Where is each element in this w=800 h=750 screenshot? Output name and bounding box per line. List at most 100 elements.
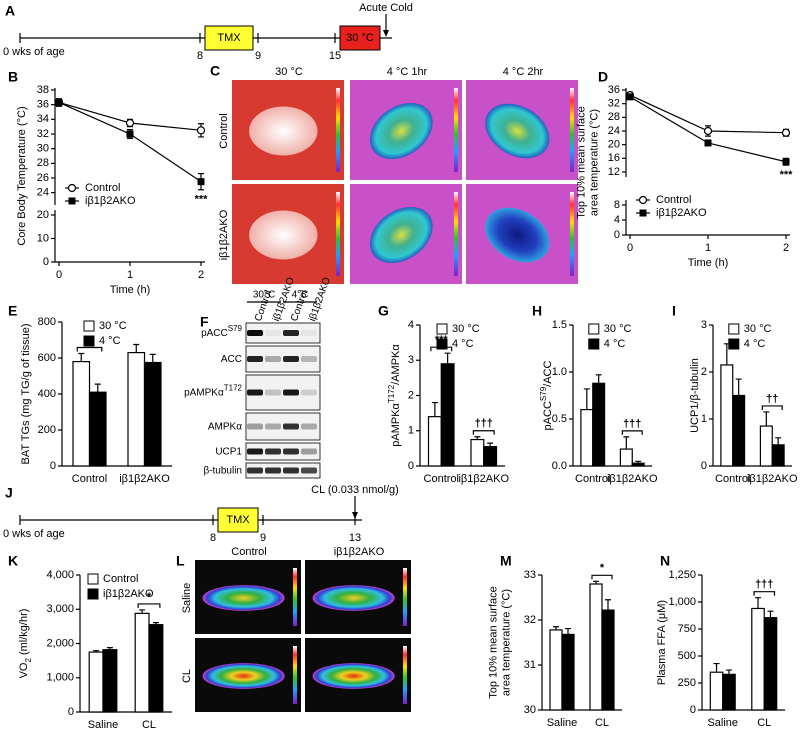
- error-bar: [635, 460, 642, 464]
- x-axis-label: Time (h): [688, 257, 729, 269]
- blot-row-label: β-tubulin: [203, 465, 242, 476]
- panel-letter: F: [200, 314, 209, 330]
- y-tick-label: 0: [701, 460, 707, 472]
- legend-label: iβ1β2AKO: [103, 588, 154, 600]
- legend-label: 4 °C: [744, 338, 766, 350]
- bar: [722, 673, 736, 711]
- label-part: VO: [18, 662, 30, 678]
- timeline-start-label: 0 wks of age: [3, 46, 65, 58]
- y-axis-label: pACCS79/ACC: [539, 361, 554, 431]
- blot-band: [301, 448, 317, 455]
- blot-band: [265, 467, 281, 474]
- y-tick-label: 2: [701, 366, 707, 378]
- blot-band: [301, 467, 317, 474]
- timeline-tick-label: 13: [349, 532, 361, 544]
- y-tick-label: 4: [614, 214, 620, 226]
- timeline-tick-label: 8: [210, 532, 216, 544]
- bar: [619, 448, 633, 467]
- data-point: [55, 98, 63, 106]
- y-tick-label: 0: [68, 706, 74, 718]
- bar: [763, 617, 778, 711]
- error-bar: [735, 378, 742, 396]
- bar: [88, 651, 104, 713]
- error-bar: [725, 669, 732, 675]
- row-label: Saline: [181, 583, 193, 614]
- significance-bracket: [76, 346, 103, 352]
- legend-swatch: [588, 338, 600, 350]
- color-bar: [454, 192, 458, 276]
- y-axis-label: Top 10% mean surfacearea temperature (°C…: [487, 586, 512, 699]
- label-part: β-tubulin: [203, 465, 242, 476]
- x-tick-label: iβ1β2AKO: [607, 473, 658, 485]
- panel-letter: A: [5, 3, 15, 19]
- timeline-tick-label: 9: [255, 50, 261, 62]
- error-bar: [713, 662, 720, 673]
- legend-label: 4 °C: [604, 338, 626, 350]
- bar: [732, 394, 746, 467]
- label-part: /AMPKα: [390, 344, 402, 385]
- y-axis-label: Core Body Temperature (°C): [16, 106, 28, 245]
- label-part: T172: [224, 383, 243, 392]
- arrow-label: Acute Cold: [359, 2, 413, 14]
- blot-band: [247, 423, 263, 430]
- y-tick-label: 12: [608, 166, 620, 178]
- timeline-tick-label: 9: [260, 532, 266, 544]
- x-tick-label: CL: [757, 717, 771, 729]
- error-bar: [78, 352, 85, 362]
- data-point: [704, 139, 712, 147]
- color-bar: [293, 568, 297, 626]
- bar: [102, 649, 118, 713]
- legend-swatch: [436, 338, 448, 350]
- label-part: pACC: [542, 401, 554, 430]
- color-bar: [336, 192, 340, 276]
- blot-band: [283, 330, 299, 336]
- y-tick-label: 2,000: [46, 637, 74, 649]
- color-bar: [293, 646, 297, 704]
- label-line: VO2 (ml/kg/hr): [18, 609, 33, 679]
- label-line: area temperature (°C): [589, 109, 601, 216]
- panel-letter: D: [598, 69, 608, 85]
- data-point: [639, 209, 647, 217]
- label-part: Top 10% mean surface: [487, 586, 499, 699]
- y-axis-label: Plasma FFA (μM): [656, 600, 668, 685]
- x-tick-label: 0: [627, 242, 633, 254]
- mouse: [312, 663, 395, 689]
- y-tick-label: 33: [524, 569, 536, 581]
- y-tick-label: 1,000: [668, 596, 696, 608]
- blot-band: [301, 330, 317, 336]
- treatment-box: [204, 25, 254, 51]
- blot-band: [283, 423, 299, 430]
- y-tick-label: 0: [614, 229, 620, 241]
- blot-band: [265, 330, 281, 336]
- arrow-head: [383, 30, 389, 37]
- blot-band: [247, 467, 263, 474]
- data-point: [68, 197, 76, 205]
- column-label: 4 °C 2hr: [503, 66, 544, 78]
- panel-letter: M: [500, 553, 512, 569]
- blot-band: [283, 389, 299, 396]
- group-label: 4°C: [292, 290, 309, 301]
- label-part: pACC: [201, 328, 228, 339]
- significance-bracket: [761, 405, 783, 410]
- blot-row-label: pACCS79: [201, 324, 242, 339]
- x-tick-label: Saline: [88, 719, 119, 731]
- column-label: Control: [231, 546, 266, 558]
- error-bar: [593, 580, 599, 584]
- legend-label: Control: [85, 182, 120, 194]
- y-tick-label: 30: [37, 143, 49, 155]
- mouse: [249, 210, 318, 260]
- y-axis-label: Top 10% mean surfacearea temperature (°C…: [575, 106, 600, 219]
- panel-letter: J: [5, 485, 13, 501]
- y-tick-label: 750: [678, 623, 696, 635]
- label-part: area temperature (°C): [589, 109, 601, 216]
- y-tick-label: 32: [524, 614, 536, 626]
- bar: [127, 352, 146, 467]
- x-tick-label: 2: [783, 242, 789, 254]
- legend-label: iβ1β2AKO: [656, 207, 707, 219]
- annotation: †††: [755, 579, 773, 591]
- error-bar: [583, 388, 590, 410]
- cold-box: [339, 25, 381, 51]
- bar: [483, 446, 498, 467]
- arrow-label: CL (0.033 nmol/g): [311, 484, 399, 496]
- bar: [470, 438, 485, 467]
